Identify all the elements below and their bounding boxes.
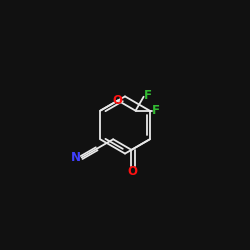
Text: N: N [71, 150, 81, 164]
Text: O: O [113, 94, 123, 107]
Text: O: O [127, 165, 137, 178]
Text: F: F [144, 89, 152, 102]
Text: F: F [152, 104, 160, 117]
